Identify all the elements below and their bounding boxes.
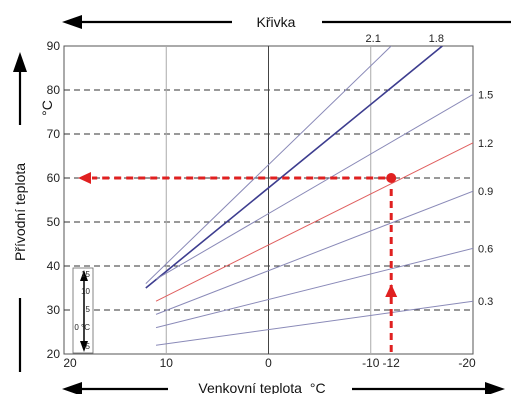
y-tick-label-70: 70 [47,127,61,141]
offset-scale: 15 10 5 0 °C -5 [72,267,94,354]
offset-scale-label-2: 5 [86,305,91,314]
x-ticks: 20 10 0 -10 -12 -20 [63,356,476,370]
curve-label-1.2: 1.2 [478,138,493,150]
chart-title: Křivka [257,14,296,30]
curve-1.5 [155,93,473,280]
y-axis-unit: °C [39,100,55,116]
y-axis-title: Přívodní teplota [12,163,28,261]
x-tick-label--20: -20 [458,356,476,370]
curve-0.9 [155,190,473,315]
y-axis-label: Přívodní teplota [12,163,28,261]
y-tick-label-60: 60 [47,171,61,185]
y-tick-label-20: 20 [47,347,61,361]
example-point [386,173,397,183]
curve-labels: 2.1 1.8 1.5 1.2 0.9 0.6 0.3 [366,33,494,308]
x-tick-label--10: -10 [362,356,380,370]
x-tick-label-0: 0 [265,356,272,370]
curve-title-arrow [62,15,511,29]
offset-scale-label-4: -5 [83,342,91,351]
curve-1.8 [145,46,443,289]
curve-label-2.1: 2.1 [366,33,381,45]
offset-scale-label-1: 10 [81,287,90,296]
offset-scale-label-3: 0 °C [74,323,90,332]
y-tick-label-40: 40 [47,259,61,273]
y-axis-arrow [13,52,27,372]
x-axis-arrow [62,382,505,394]
curve-label-0.9: 0.9 [478,186,493,198]
x-tick-label--12: -12 [383,356,401,370]
curve-0.3 [155,300,473,346]
y-tick-label-80: 80 [47,83,61,97]
curves [145,46,473,346]
x-tick-label-20: 20 [63,356,77,370]
curve-label-1.5: 1.5 [478,89,493,101]
x-axis-unit: °C [310,380,326,394]
y-tick-label-50: 50 [47,215,61,229]
y-tick-label-90: 90 [47,39,61,53]
y-tick-label-30: 30 [47,303,61,317]
example-left-arrow [78,172,91,184]
offset-scale-label-0: 15 [81,270,90,279]
curve-2.1 [145,46,392,284]
curve-0.6 [155,247,473,329]
example-up-arrow [385,284,398,297]
curve-1.2 [155,142,473,302]
curve-label-0.6: 0.6 [478,243,493,255]
curve-label-1.8: 1.8 [429,33,444,45]
x-axis-label: Venkovní teplota [198,380,302,394]
example-reading [78,172,398,352]
y-ticks: 20 30 40 50 60 70 80 90 [47,39,61,361]
x-tick-label-10: 10 [160,356,174,370]
x-axis-title: Venkovní teplota °C [198,380,325,394]
curve-label-0.3: 0.3 [478,296,493,308]
